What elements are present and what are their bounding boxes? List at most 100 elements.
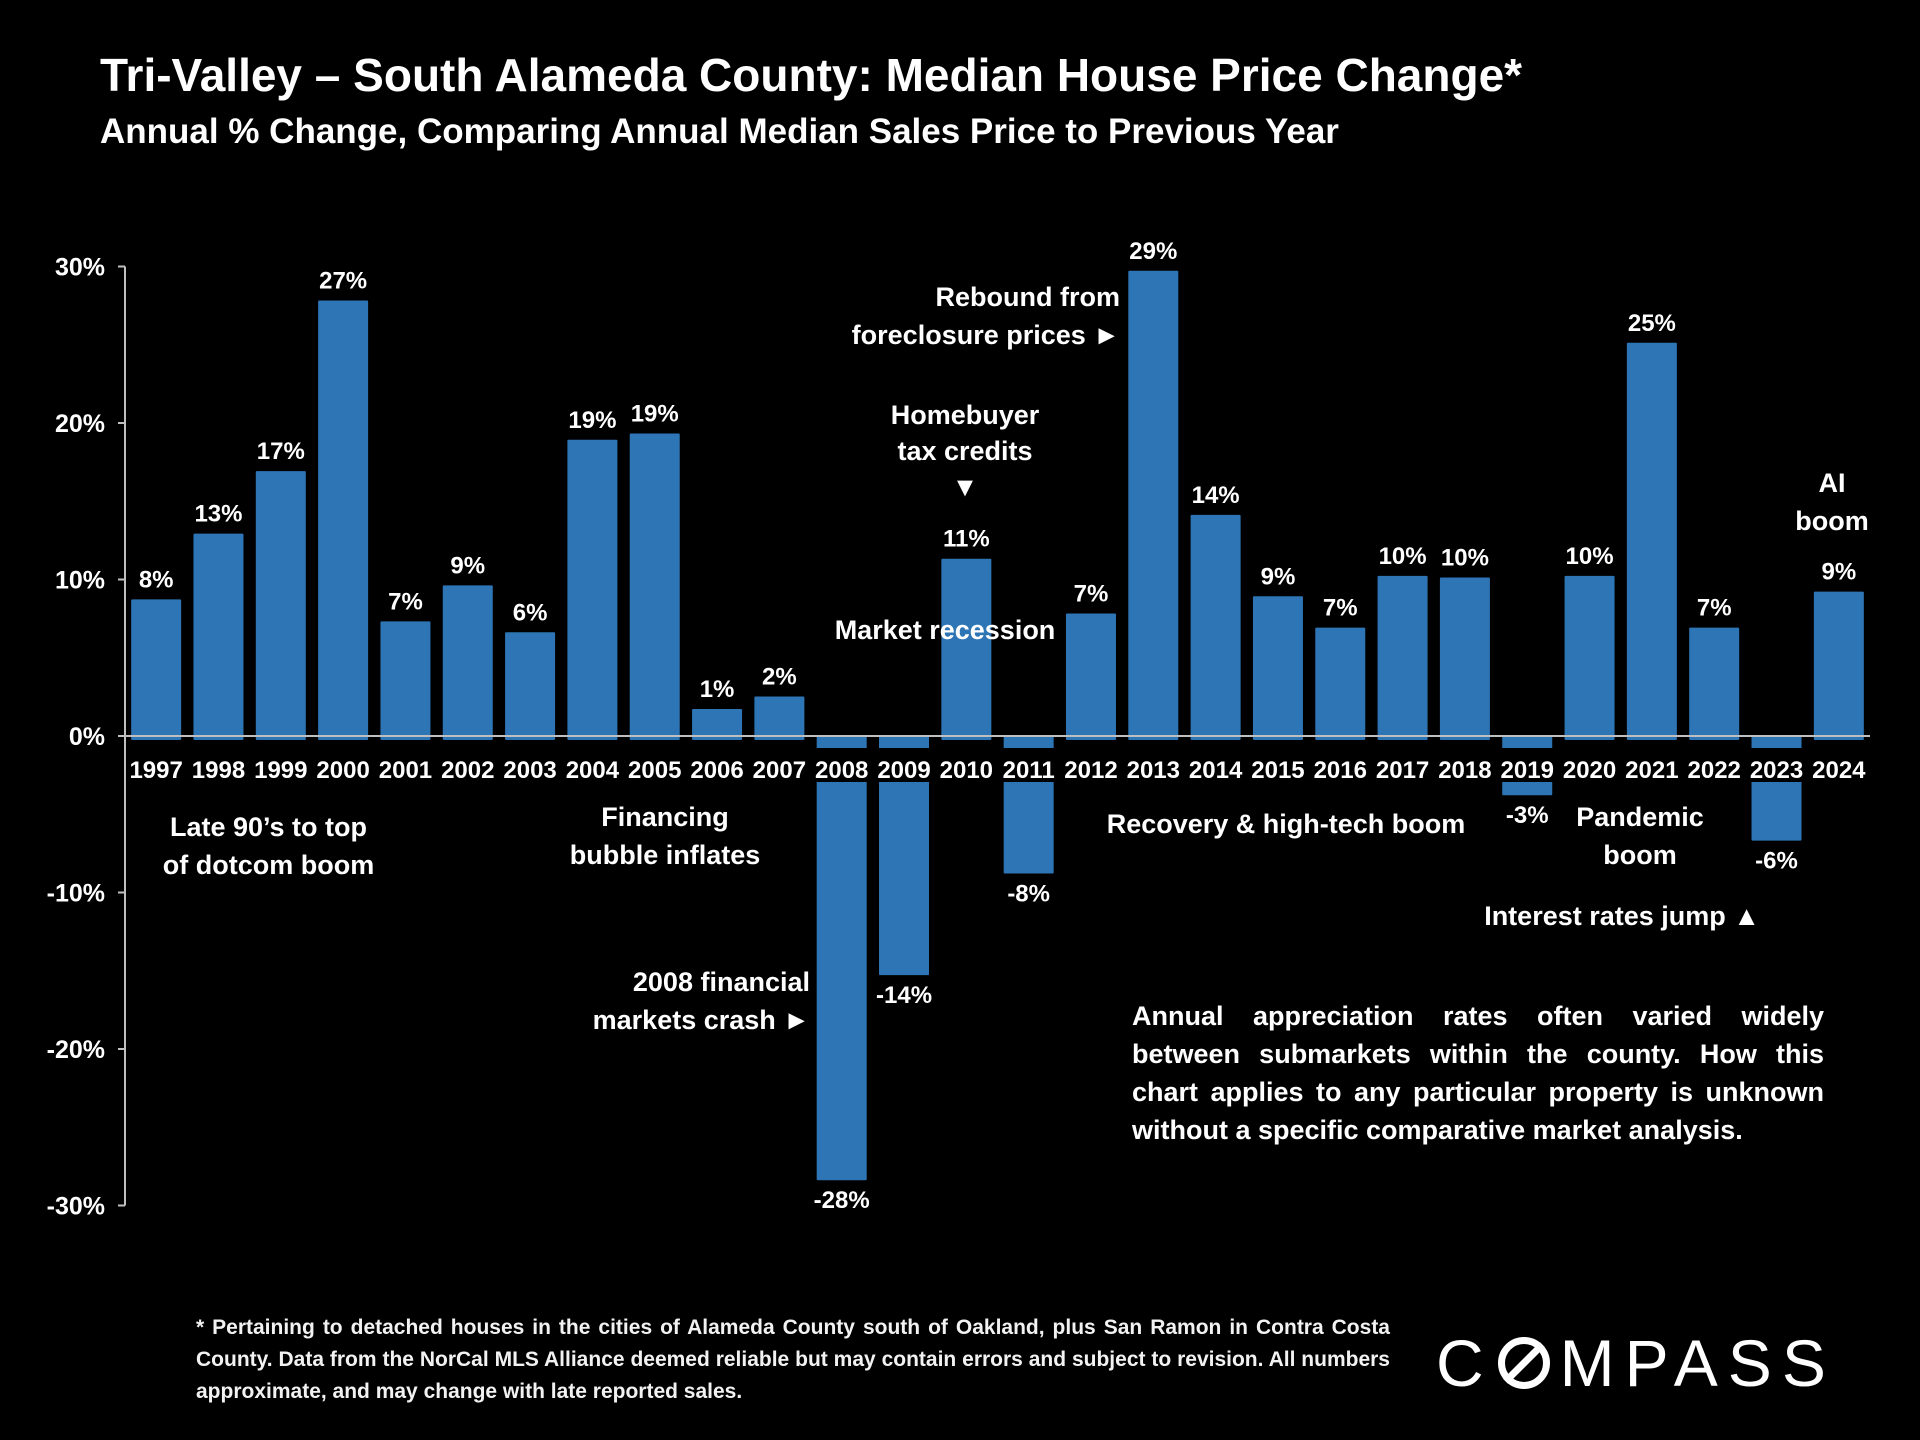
y-tick-label: 20% [55,410,105,438]
x-label-backing [250,748,311,782]
bar [754,696,805,740]
data-label: 13% [194,501,242,528]
x-tick-label: 1999 [254,757,307,784]
bar [1315,627,1366,740]
data-label: 10% [1566,543,1614,570]
x-tick-label: 2020 [1563,757,1616,784]
bar [1128,270,1179,740]
x-label-backing [1746,748,1807,782]
data-label: 27% [319,267,367,294]
bar [442,585,493,740]
x-tick-label: 2013 [1127,757,1180,784]
y-tick-label: -30% [47,1193,105,1221]
x-tick-label: 2001 [379,757,432,784]
x-label-backing [1808,748,1869,782]
x-tick-label: 2024 [1812,757,1866,784]
x-label-backing [312,748,374,782]
data-label: 7% [1323,595,1358,622]
bar [1564,575,1615,740]
data-label: -8% [1007,880,1050,907]
x-tick-label: 2008 [815,757,868,784]
data-label: 9% [450,552,485,579]
annotation-recovery: Recovery & high-tech boom [1106,809,1466,839]
x-label-backing [811,748,872,782]
x-tick-label: 2002 [441,757,494,784]
data-label: 7% [1697,595,1732,622]
bar [941,558,992,740]
x-label-backing [1684,748,1745,782]
x-tick-label: 2023 [1750,757,1803,784]
data-label: 14% [1192,482,1240,509]
bar [1190,514,1241,740]
data-label: 17% [257,438,305,465]
x-label-backing [749,748,810,782]
data-label: 7% [1074,580,1109,607]
y-tick-label: 0% [69,723,105,751]
data-label: 8% [139,566,174,593]
data-label: 29% [1129,238,1177,265]
x-label-backing [624,748,685,782]
data-label: 9% [1261,563,1296,590]
x-label-backing [1310,748,1371,782]
x-label-backing [437,748,498,782]
data-label: -28% [814,1187,870,1214]
x-tick-label: 2000 [316,757,369,784]
bar [692,708,743,740]
y-tick-label: -10% [47,880,105,908]
bar [255,471,306,740]
x-label-backing [873,748,935,782]
annotation-homebuyer: Homebuyer tax credits ▼ [890,400,1040,502]
y-tick-label: -20% [47,1036,105,1064]
bar [1377,575,1428,740]
annotation-crash: 2008 financial markets crash ► [592,967,810,1035]
data-label: 11% [943,526,990,553]
bar [879,736,930,976]
x-tick-label: 2007 [753,757,806,784]
x-tick-label: 2012 [1064,757,1117,784]
x-label-backing [1123,748,1184,782]
y-tick-label: 10% [55,567,105,595]
x-tick-label: 2021 [1625,757,1678,784]
bar [1252,596,1303,740]
x-label-backing [936,748,997,782]
x-tick-label: 2018 [1438,757,1491,784]
disclaimer-note: Annual appreciation rates often varied w… [1132,1001,1824,1145]
data-label: 1% [700,676,735,703]
x-label-backing [1185,748,1246,782]
bar [567,439,618,740]
bar [1813,591,1864,740]
x-tick-label: 1997 [129,757,182,784]
x-tick-label: 2022 [1688,757,1741,784]
x-tick-label: 2005 [628,757,681,784]
logo-text-start: C [1436,1326,1494,1400]
x-tick-label: 2016 [1314,757,1367,784]
annotation-ai: AI boom [1795,468,1869,536]
x-tick-label: 2004 [566,757,620,784]
bar [380,621,431,740]
x-tick-label: 2011 [1003,757,1055,784]
x-tick-label: 2009 [877,757,930,784]
bar [1439,577,1490,740]
data-label: 19% [631,401,679,428]
footnote: * Pertaining to detached houses in the c… [196,1316,1390,1403]
bar [1689,627,1740,740]
data-label: -3% [1506,802,1549,829]
x-tick-label: 2006 [690,757,743,784]
x-label-backing [998,748,1059,782]
data-label: 10% [1441,545,1489,572]
bar [1626,342,1677,740]
data-label: 2% [762,663,797,690]
data-label: 6% [513,599,548,626]
annotation-financing: Financing bubble inflates [569,802,761,870]
x-tick-label: 2003 [503,757,556,784]
compass-logo-icon [1497,1337,1550,1389]
x-label-backing [188,748,249,782]
x-label-backing [1372,748,1433,782]
data-label: -14% [876,982,932,1009]
x-tick-label: 2015 [1251,757,1304,784]
annotation-pandemic: Pandemic boom [1576,802,1704,870]
data-label: 25% [1628,310,1676,337]
data-label: -6% [1755,848,1798,875]
x-label-backing [499,748,561,782]
